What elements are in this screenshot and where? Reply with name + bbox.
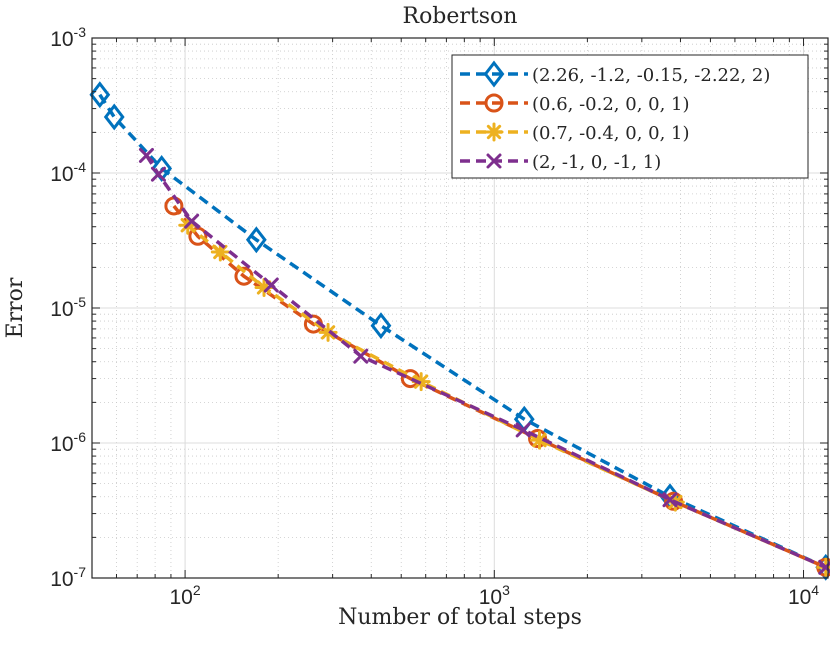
x-tick-labels: 102 103 104 (170, 582, 820, 609)
series-4-point (138, 147, 154, 163)
legend-label: (2.26, -1.2, -0.15, -2.22, 2) (532, 65, 770, 86)
series-3-line (186, 223, 827, 569)
axis-ticks (91, 37, 828, 579)
chart-title: Robertson (403, 4, 518, 29)
tick-label-base: 10 (170, 586, 193, 609)
tick-label-exponent: 3 (502, 582, 510, 598)
series-3-point (411, 372, 431, 392)
grid-minor (91, 38, 828, 578)
series-4-point (184, 213, 200, 229)
series-layer (89, 81, 830, 581)
tick-label-base: 10 (788, 586, 811, 609)
x-tick-label: 103 (479, 582, 510, 609)
y-tick-label: 10-3 (50, 24, 86, 51)
tick-label-base: 10 (479, 586, 502, 609)
legend-marker (483, 60, 505, 88)
x-tick-label: 102 (170, 582, 201, 609)
y-tick-label: 10-6 (50, 429, 86, 456)
tick-label-exponent: -7 (74, 564, 87, 580)
legend-marker (486, 153, 502, 169)
legend-entry-2: (0.6, -0.2, 0, 0, 1) (460, 93, 690, 115)
series-1-line (98, 93, 827, 569)
legend-entry-1: (2.26, -1.2, -0.15, -2.22, 2) (460, 60, 770, 88)
y-tick-label: 10-7 (50, 564, 86, 591)
series-4-point (150, 166, 166, 182)
tick-label-base: 10 (50, 433, 73, 456)
series-4 (138, 147, 830, 575)
tick-label-exponent: -6 (74, 429, 87, 445)
y-tick-labels: 10-710-610-510-410-3 (50, 24, 86, 591)
series-1-point (370, 312, 392, 340)
series-3-point (210, 242, 230, 262)
tick-label-exponent: 2 (193, 582, 201, 598)
legend-entry-4: (2, -1, 0, -1, 1) (460, 152, 661, 173)
legend-marker (484, 122, 504, 142)
series-1-point (89, 81, 111, 109)
tick-label-base: 10 (50, 298, 73, 321)
tick-label-exponent: 4 (811, 582, 819, 598)
tick-label-base: 10 (50, 28, 73, 51)
series-3-point (529, 430, 549, 450)
series-3-point (318, 322, 338, 342)
legend-entry-3: (0.7, -0.4, 0, 0, 1) (460, 122, 690, 144)
tick-label-exponent: -4 (74, 159, 87, 175)
series-2-point (528, 428, 548, 448)
series-1-point (103, 103, 125, 131)
tick-label-exponent: -5 (74, 294, 87, 310)
series-4-point (263, 277, 279, 293)
x-tick-label: 104 (788, 582, 819, 609)
y-tick-label: 10-5 (50, 294, 86, 321)
legend-marker (484, 93, 504, 113)
legend-label: (0.6, -0.2, 0, 0, 1) (532, 94, 690, 115)
tick-label-base: 10 (50, 163, 73, 186)
series-4-point (515, 422, 531, 438)
tick-label-exponent: -3 (74, 24, 87, 40)
series-4-point (662, 492, 678, 508)
legend-label: (0.7, -0.4, 0, 0, 1) (532, 123, 690, 144)
x-axis-label: Number of total steps (338, 605, 582, 630)
legend-entries: (2.26, -1.2, -0.15, -2.22, 2) (0.6, -0.2,… (460, 60, 770, 173)
legend-label: (2, -1, 0, -1, 1) (532, 152, 661, 173)
y-tick-label: 10-4 (50, 159, 86, 186)
series-4-line (145, 154, 827, 569)
y-axis-label: Error (3, 277, 28, 338)
legend: (2.26, -1.2, -0.15, -2.22, 2) (0.6, -0.2,… (451, 54, 809, 179)
series-3-point (254, 277, 274, 297)
series-1-point (245, 226, 267, 254)
series-4-point (353, 348, 369, 364)
tick-label-base: 10 (50, 568, 73, 591)
